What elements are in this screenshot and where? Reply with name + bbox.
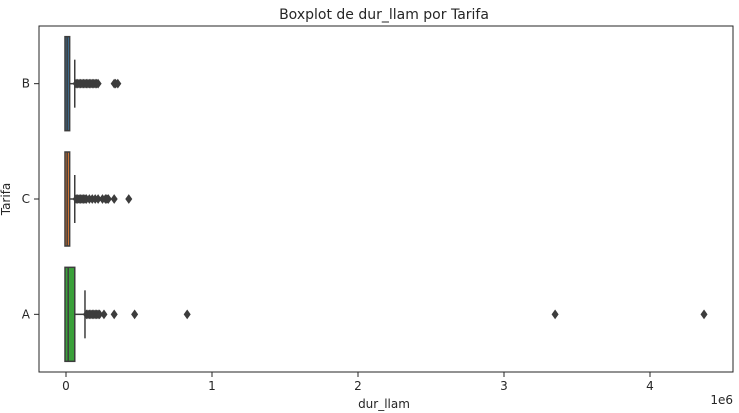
x-axis: 0 1 2 3 4 — [62, 372, 654, 393]
x-axis-label: dur_llam — [358, 397, 410, 411]
outlier-a-12 — [131, 309, 139, 320]
outlier-c-16 — [110, 194, 118, 204]
outlier-a-13 — [183, 309, 191, 320]
x-tick-label-3: 3 — [500, 379, 508, 393]
outlier-c-15 — [104, 194, 112, 204]
x-tick-label-1: 1 — [208, 379, 216, 393]
outlier-a-15 — [700, 309, 708, 320]
boxes-layer — [64, 35, 708, 363]
y-tick-label-c: C — [22, 192, 30, 206]
y-axis: B C A — [22, 77, 39, 321]
box-a — [64, 266, 76, 363]
outlier-b-18 — [114, 78, 122, 89]
plot-frame — [38, 25, 734, 373]
x-tick-label-0: 0 — [62, 379, 70, 393]
x-tick-label-4: 4 — [646, 379, 654, 393]
chart-title: Boxplot de dur_llam por Tarifa — [279, 7, 489, 23]
outlier-a-14 — [551, 309, 559, 320]
y-tick-label-a: A — [22, 307, 31, 321]
x-axis-offset-label: 1e6 — [710, 393, 733, 407]
outlier-a-10 — [100, 309, 108, 320]
outlier-b-15 — [94, 78, 102, 89]
y-tick-label-b: B — [22, 77, 30, 91]
x-tick-label-2: 2 — [354, 379, 362, 393]
y-axis-label: Tarifa — [0, 183, 13, 217]
outlier-a-11 — [110, 309, 118, 320]
outlier-c-17 — [125, 194, 133, 204]
